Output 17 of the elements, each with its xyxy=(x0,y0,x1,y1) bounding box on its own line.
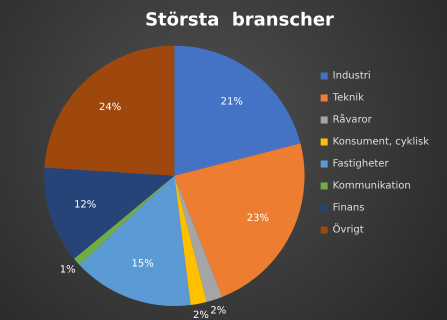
data-label: 21% xyxy=(220,96,243,108)
data-label: 23% xyxy=(246,212,269,224)
legend-label: Kommunikation xyxy=(332,180,411,192)
legend-label: Teknik xyxy=(332,92,364,104)
legend-label: Fastigheter xyxy=(332,158,390,170)
legend-label: Finans xyxy=(332,202,364,214)
legend-label: Konsument, cyklisk xyxy=(332,136,430,148)
data-label: 24% xyxy=(99,102,122,114)
legend-label: Råvaror xyxy=(332,114,373,126)
data-label: 2% xyxy=(193,310,209,320)
legend-label: Övrigt xyxy=(332,222,364,236)
data-label: 2% xyxy=(210,306,226,317)
data-label: 1% xyxy=(60,264,76,276)
chart-title: Största branscher xyxy=(145,9,334,30)
legend-label: Industri xyxy=(332,70,371,82)
data-label: 15% xyxy=(131,258,154,270)
data-label: 12% xyxy=(74,199,96,210)
